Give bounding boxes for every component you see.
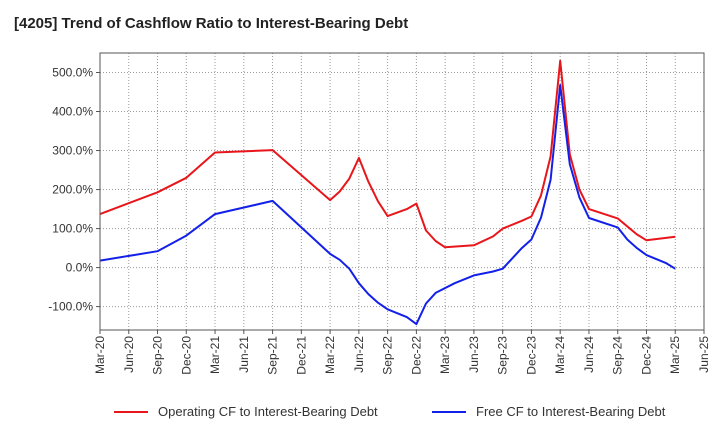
y-tick-label: 400.0% [52, 105, 93, 119]
y-tick-label: 100.0% [52, 222, 93, 236]
x-tick-label: Mar-21 [208, 336, 222, 374]
x-tick-label: Dec-20 [179, 336, 193, 375]
axis-layer: -100.0% 0.0% 100.0% 200.0% 300.0% 400.0% 500.0… [48, 66, 711, 375]
x-tick-label: Jun-23 [467, 336, 481, 373]
legend-item-operating-cf: Operating CF to Interest-Bearing Debt [114, 404, 378, 419]
x-tick-label: Mar-25 [668, 336, 682, 374]
x-tick-label: Mar-22 [323, 336, 337, 374]
series-line-0 [99, 59, 676, 249]
x-tick-label: Dec-22 [409, 336, 423, 375]
x-tick-label: Jun-22 [352, 336, 366, 373]
series-line-1 [99, 84, 676, 326]
plot-area [100, 53, 704, 330]
x-tick-label: Sep-20 [151, 336, 165, 375]
x-tick-label: Sep-21 [266, 336, 280, 375]
x-tick-label: Dec-23 [524, 336, 538, 375]
x-tick-label: Sep-22 [381, 336, 395, 375]
x-tick-label: Mar-24 [553, 336, 567, 374]
x-tick-label: Jun-20 [122, 336, 136, 373]
legend-swatch-operating-cf [114, 410, 148, 413]
y-tick-label: 300.0% [52, 144, 93, 158]
x-tick-label: Mar-23 [438, 336, 452, 374]
legend: Operating CF to Interest-Bearing Debt Fr… [0, 404, 720, 426]
y-tick-label: -100.0% [48, 300, 93, 314]
x-tick-label: Sep-24 [611, 336, 625, 375]
y-tick-label: 200.0% [52, 183, 93, 197]
legend-swatch-free-cf [432, 410, 466, 413]
legend-label-free-cf: Free CF to Interest-Bearing Debt [476, 404, 666, 419]
x-tick-label: Jun-24 [582, 336, 596, 373]
x-tick-label: Dec-21 [294, 336, 308, 375]
x-tick-label: Jun-21 [237, 336, 251, 373]
y-tick-label: 500.0% [52, 66, 93, 80]
x-tick-label: Mar-20 [93, 336, 107, 374]
y-tick-label: 0.0% [66, 261, 94, 275]
legend-label-operating-cf: Operating CF to Interest-Bearing Debt [158, 404, 378, 419]
plot-frame [99, 52, 705, 331]
chart-title: [4205] Trend of Cashflow Ratio to Intere… [14, 15, 409, 32]
x-tick-label: Dec-24 [639, 336, 653, 375]
x-tick-label: Jun-25 [697, 336, 711, 373]
x-tick-label: Sep-23 [496, 336, 510, 375]
legend-item-free-cf: Free CF to Interest-Bearing Debt [432, 404, 665, 419]
series-layer [99, 59, 676, 326]
